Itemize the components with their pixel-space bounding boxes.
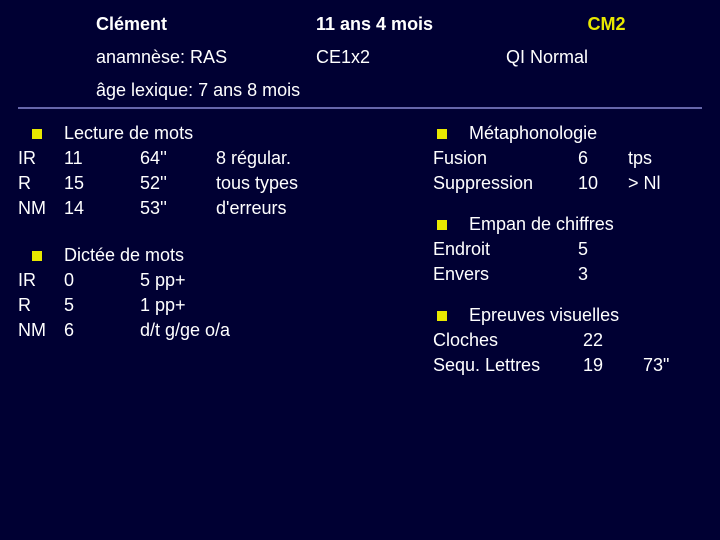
lecture-table: IR 11 64'' 8 régular. R 15 52'' tous typ…: [18, 148, 413, 219]
right-column: Métaphonologie Fusion 6 tps Suppression …: [433, 123, 702, 396]
cloches-time: [643, 330, 702, 351]
bullet-icon: [32, 251, 42, 261]
dictee-ir-label: IR: [18, 270, 64, 291]
dictee-nm-note: d/t g/ge o/a: [140, 320, 413, 341]
dictee-section: Dictée de mots IR 0 5 pp+ R 5 1 pp+ NM 6…: [18, 245, 413, 341]
empan-section: Empan de chiffres Endroit 5 Envers 3: [433, 214, 702, 285]
dictee-table: IR 0 5 pp+ R 5 1 pp+ NM 6 d/t g/ge o/a: [18, 270, 413, 341]
lecture-nm-score: 14: [64, 198, 140, 219]
lecture-title: Lecture de mots: [64, 123, 193, 144]
lecture-ir-label: IR: [18, 148, 64, 169]
lecture-section: Lecture de mots IR 11 64'' 8 régular. R …: [18, 123, 413, 219]
qi: QI Normal: [506, 47, 682, 68]
lecture-r-label: R: [18, 173, 64, 194]
header-row: Clément 11 ans 4 mois CM2: [18, 14, 702, 35]
envers-label: Envers: [433, 264, 578, 285]
lecture-ir-score: 11: [64, 148, 140, 169]
metaphono-section: Métaphonologie Fusion 6 tps Suppression …: [433, 123, 702, 194]
suppression-label: Suppression: [433, 173, 578, 194]
metaphono-table: Fusion 6 tps Suppression 10 > Nl: [433, 148, 702, 194]
lecture-r-note: tous types: [216, 173, 413, 194]
student-grade: CM2: [531, 14, 682, 35]
sequ-time: 73": [643, 355, 702, 376]
student-name: Clément: [96, 14, 316, 35]
suppression-note: > Nl: [628, 173, 702, 194]
bullet-icon: [32, 129, 42, 139]
fusion-score: 6: [578, 148, 628, 169]
visuelles-title: Epreuves visuelles: [469, 305, 619, 326]
age-lexique: âge lexique: 7 ans 8 mois: [18, 80, 702, 109]
dictee-ir-note: 5 pp+: [140, 270, 413, 291]
empan-title: Empan de chiffres: [469, 214, 614, 235]
dictee-r-note: 1 pp+: [140, 295, 413, 316]
dictee-ir-score: 0: [64, 270, 140, 291]
visuelles-section: Epreuves visuelles Cloches 22 Sequ. Lett…: [433, 305, 702, 376]
empan-title-row: Empan de chiffres: [433, 214, 702, 235]
dictee-nm-score: 6: [64, 320, 140, 341]
dictee-title: Dictée de mots: [64, 245, 184, 266]
redouble: CE1x2: [316, 47, 506, 68]
bullet-icon: [437, 311, 447, 321]
visuelles-table: Cloches 22 Sequ. Lettres 19 73": [433, 330, 702, 376]
content: Lecture de mots IR 11 64'' 8 régular. R …: [18, 123, 702, 396]
bullet-icon: [437, 220, 447, 230]
lecture-ir-note: 8 régular.: [216, 148, 413, 169]
lecture-nm-time: 53'': [140, 198, 216, 219]
empan-table: Endroit 5 Envers 3: [433, 239, 702, 285]
dictee-nm-label: NM: [18, 320, 64, 341]
student-age: 11 ans 4 mois: [316, 14, 531, 35]
lecture-ir-time: 64'': [140, 148, 216, 169]
sequ-label: Sequ. Lettres: [433, 355, 583, 376]
subheader-row: anamnèse: RAS CE1x2 QI Normal: [18, 47, 702, 68]
fusion-note: tps: [628, 148, 702, 169]
lecture-nm-note: d'erreurs: [216, 198, 413, 219]
left-column: Lecture de mots IR 11 64'' 8 régular. R …: [18, 123, 413, 396]
endroit-score: 5: [578, 239, 628, 260]
metaphono-title-row: Métaphonologie: [433, 123, 702, 144]
cloches-label: Cloches: [433, 330, 583, 351]
sequ-score: 19: [583, 355, 643, 376]
visuelles-title-row: Epreuves visuelles: [433, 305, 702, 326]
metaphono-title: Métaphonologie: [469, 123, 597, 144]
dictee-r-score: 5: [64, 295, 140, 316]
fusion-label: Fusion: [433, 148, 578, 169]
dictee-title-row: Dictée de mots: [18, 245, 413, 266]
lecture-nm-label: NM: [18, 198, 64, 219]
cloches-score: 22: [583, 330, 643, 351]
lecture-r-score: 15: [64, 173, 140, 194]
lecture-r-time: 52'': [140, 173, 216, 194]
bullet-icon: [437, 129, 447, 139]
anamnese: anamnèse: RAS: [96, 47, 316, 68]
dictee-r-label: R: [18, 295, 64, 316]
envers-score: 3: [578, 264, 628, 285]
suppression-score: 10: [578, 173, 628, 194]
lecture-title-row: Lecture de mots: [18, 123, 413, 144]
endroit-label: Endroit: [433, 239, 578, 260]
